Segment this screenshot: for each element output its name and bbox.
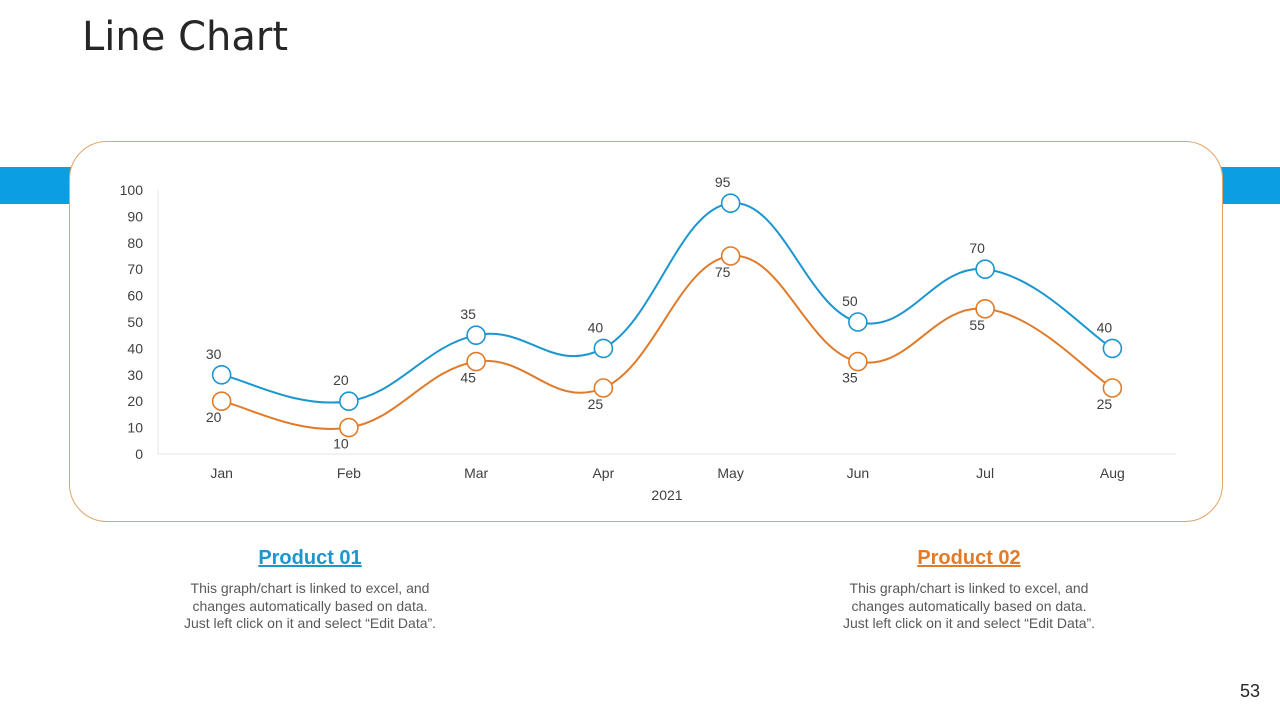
data-point-product-02 [593,378,614,398]
x-tick-label: Jan [210,465,233,481]
series-line-product-01 [221,202,1113,404]
data-label-product-01: 40 [588,319,604,335]
x-tick-label: Jun [847,465,870,481]
data-point-product-02 [466,351,486,372]
data-point-product-01 [593,338,614,359]
series-line-product-02 [221,254,1113,430]
x-tick-label: May [717,465,743,481]
data-point-product-01 [211,365,232,385]
data-point-product-02 [720,246,741,266]
data-point-product-01 [720,193,741,214]
y-tick-label: 90 [127,208,143,224]
line-chart[interactable]: 0 10 20 30 40 50 60 70 80 90 100 Jan Feb Mar Apr May Jun… [70,142,1222,521]
y-tick-label: 70 [127,261,143,277]
data-label-product-01: 40 [1097,319,1113,335]
data-point-product-01 [848,312,868,332]
x-axis-title: 2021 [651,487,682,503]
legend-title-product-02[interactable]: Product 02 [917,547,1021,569]
data-label-product-01: 95 [715,174,731,190]
x-tick-label: Mar [464,465,488,481]
x-tick-label: Apr [592,465,614,481]
y-tick-label: 20 [127,393,143,409]
y-tick-label: 60 [127,288,143,304]
data-point-product-01 [466,325,486,345]
data-label-product-02: 45 [460,370,476,386]
legend-product-01: Product 01 This graph/chart is linked to… [160,547,460,633]
x-tick-label: Aug [1100,465,1125,481]
x-tick-label: Feb [337,465,361,481]
legend-desc-line: changes automatically based on data. [192,597,428,614]
y-tick-label: 50 [127,314,143,330]
legend-desc-line: Just left click on it and select “Edit D… [842,615,1096,631]
legend-description-product-02: This graph/chart is linked to excel, and… [819,580,1119,633]
data-label-product-01: 50 [842,293,858,309]
data-label-product-02: 55 [969,317,985,333]
legend-desc-line: This graph/chart is linked to excel, and [190,580,430,596]
data-label-product-01: 35 [460,306,476,322]
legend-description-product-01: This graph/chart is linked to excel, and… [160,580,460,633]
legend-desc-line: This graph/chart is linked to excel, and [849,580,1089,596]
data-point-product-01 [339,391,359,412]
data-point-product-02 [975,299,995,319]
legend-product-02: Product 02 This graph/chart is linked to… [819,547,1119,633]
y-tick-label: 80 [127,235,143,251]
data-label-product-02: 10 [333,436,349,452]
page-number: 53 [1239,681,1260,701]
accent-band-left [0,167,75,204]
data-label-product-02: 25 [588,396,604,412]
data-point-product-01 [975,259,995,279]
data-label-product-02: 20 [206,409,222,425]
y-tick-label: 0 [135,446,143,462]
legend-desc-line: Just left click on it and select “Edit D… [183,615,437,631]
page-title: Line Chart [82,14,288,60]
legend-title-product-01[interactable]: Product 01 [258,547,362,569]
data-label-product-02: 25 [1097,396,1113,412]
legend-desc-line: changes automatically based on data. [851,597,1087,614]
data-label-product-01: 20 [333,372,349,388]
y-tick-label: 40 [127,340,143,356]
y-tick-label: 10 [127,420,143,436]
data-label-product-02: 35 [842,370,858,386]
data-label-product-01: 30 [206,346,222,362]
accent-band-right [1218,167,1280,204]
data-point-product-01 [1102,338,1123,359]
data-label-product-02: 75 [715,264,731,280]
data-point-product-02 [1102,378,1123,398]
data-point-product-02 [339,417,359,438]
x-tick-label: Jul [976,465,994,481]
y-tick-label: 100 [120,182,144,198]
data-label-product-01: 70 [969,240,985,256]
data-point-product-02 [848,351,868,372]
chart-frame[interactable]: 0 10 20 30 40 50 60 70 80 90 100 Jan Feb Mar Apr May Jun… [69,141,1223,522]
y-tick-label: 30 [127,367,143,383]
data-point-product-02 [211,391,232,412]
